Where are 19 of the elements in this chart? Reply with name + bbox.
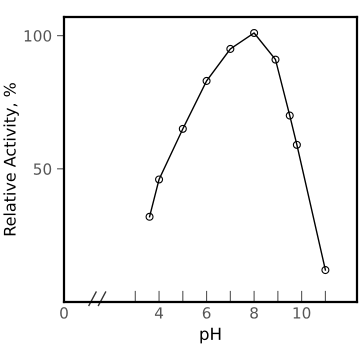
x-tick-label: 8 bbox=[250, 307, 258, 319]
point bbox=[146, 212, 154, 221]
x-tick-label: 10 bbox=[294, 307, 310, 319]
point bbox=[321, 266, 330, 274]
x-axis-title: pH bbox=[200, 328, 220, 344]
point bbox=[178, 124, 187, 133]
x-tick-label: 0 bbox=[60, 307, 68, 319]
point bbox=[286, 112, 294, 120]
point bbox=[250, 28, 258, 38]
y-axis-title: Relative Activity, % bbox=[3, 83, 19, 236]
point bbox=[292, 140, 301, 149]
x-tick-label: 4 bbox=[154, 307, 164, 318]
point bbox=[155, 175, 164, 184]
point bbox=[226, 44, 234, 53]
point bbox=[202, 76, 211, 85]
y-tick-label: 100 bbox=[24, 30, 52, 42]
point bbox=[271, 56, 280, 64]
x-tick-label: 6 bbox=[202, 307, 210, 319]
y-tick-label: 50 bbox=[34, 163, 52, 175]
